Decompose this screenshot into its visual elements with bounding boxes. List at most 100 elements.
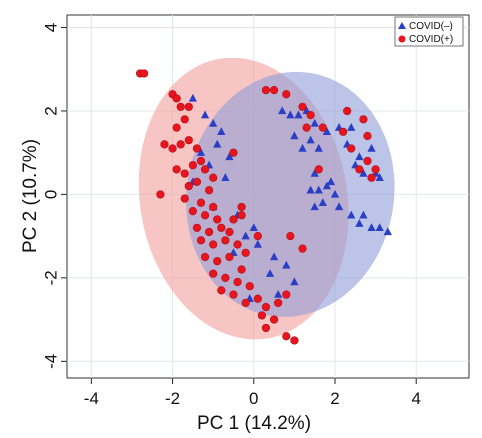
covid-positive-point	[221, 236, 230, 245]
covid-negative-point	[290, 131, 299, 140]
covid-negative-point	[286, 110, 295, 119]
covid-positive-point	[314, 165, 323, 174]
covid-positive-point	[209, 240, 218, 249]
x-axis-title: PC 1 (14.2%)	[197, 413, 311, 434]
covid-positive-point	[180, 194, 189, 203]
covid-negative-point	[375, 223, 384, 232]
covid-negative-point	[347, 123, 356, 131]
covid-positive-point	[269, 86, 279, 95]
covid-positive-point	[282, 290, 291, 299]
covid-positive-point	[225, 252, 234, 262]
x-tick-label: 2	[330, 389, 339, 408]
covid-positive-point	[196, 156, 206, 166]
covid-negative-point	[326, 177, 336, 186]
covid-positive-point	[302, 123, 311, 132]
covid-positive-point	[367, 173, 376, 182]
covid-negative-point	[375, 173, 384, 181]
covid-negative-point	[367, 143, 376, 152]
covid-positive-point	[188, 207, 197, 216]
covid-negative-point	[306, 135, 315, 144]
covid-positive-point	[257, 311, 267, 320]
covid-negative-point	[318, 198, 327, 206]
covid-positive-point	[221, 273, 230, 282]
covid-positive-point	[261, 302, 271, 312]
covid-positive-point	[343, 106, 352, 116]
covid-negative-point	[249, 223, 258, 232]
covid-positive-point	[188, 161, 197, 170]
covid-positive-point	[217, 286, 226, 295]
axis-ticks: -4 -2 0 2 4 -4 -2 0 2 4	[42, 23, 421, 408]
covid-positive-point	[192, 177, 202, 186]
covid-positive-point	[180, 115, 189, 124]
covid-negative-point	[355, 152, 364, 161]
covid-positive-point	[176, 140, 185, 149]
covid-negative-point	[359, 210, 368, 219]
covid-negative-point	[367, 223, 376, 232]
covid-positive-point	[196, 236, 206, 245]
covid-positive-point	[237, 202, 246, 212]
covid-positive-point	[205, 227, 214, 237]
y-tick-label: 2	[42, 106, 61, 115]
covid-negative-point	[310, 118, 319, 127]
covid-negative-point	[298, 143, 307, 152]
covid-positive-point	[229, 215, 238, 224]
covid-positive-point	[237, 265, 246, 274]
covid-negative-point	[310, 202, 319, 211]
covid-negative-point	[221, 173, 230, 181]
covid-negative-point	[330, 189, 340, 198]
covid-positive-point	[160, 140, 169, 149]
data-points	[135, 69, 392, 345]
covid-negative-point	[294, 110, 303, 119]
legend-triangle-icon	[398, 22, 406, 29]
covid-negative-point	[282, 260, 291, 269]
covid-positive-point	[168, 144, 177, 153]
covid-positive-point	[205, 186, 214, 195]
covid-positive-point	[184, 181, 193, 191]
covid-negative-point	[274, 289, 283, 298]
covid-negative-point	[265, 269, 275, 277]
covid-positive-point	[209, 269, 218, 278]
covid-positive-point	[359, 115, 368, 124]
covid-negative-point	[200, 110, 210, 119]
covid-positive-point	[140, 69, 149, 78]
covid-positive-point	[237, 211, 246, 220]
legend-circle-icon	[398, 35, 406, 43]
covid-positive-point	[192, 223, 202, 232]
covid-negative-point	[322, 127, 332, 136]
covid-negative-point	[188, 93, 198, 102]
covid-positive-point	[184, 102, 193, 111]
covid-negative-point	[347, 210, 356, 219]
covid-negative-point	[209, 118, 218, 127]
covid-positive-point	[196, 198, 206, 207]
covid-positive-point	[200, 165, 210, 174]
covid-positive-point	[209, 202, 218, 212]
covid-positive-point	[245, 282, 254, 291]
covid-positive-point	[229, 290, 238, 299]
covid-positive-point	[184, 136, 193, 145]
legend: COVID(–) COVID(+)	[394, 16, 464, 47]
covid-positive-point	[363, 156, 372, 166]
covid-negative-point	[290, 277, 299, 286]
covid-positive-point	[200, 252, 210, 262]
covid-positive-point	[269, 315, 279, 324]
covid-negative-point	[314, 185, 323, 194]
y-tick-label: -4	[42, 354, 61, 369]
covid-positive-point	[306, 111, 315, 120]
covid-positive-point	[233, 277, 242, 287]
covid-negative-point	[278, 106, 287, 115]
covid-positive-point	[156, 190, 165, 199]
y-axis-title: PC 2 (10.7%)	[20, 139, 41, 253]
covid-negative-point	[253, 239, 262, 248]
covid-negative-point	[383, 227, 392, 236]
covid-positive-point	[213, 257, 222, 266]
covid-negative-point	[334, 202, 344, 211]
covid-positive-point	[229, 148, 238, 157]
covid-negative-point	[269, 252, 279, 261]
covid-negative-point	[196, 148, 206, 156]
covid-positive-point	[290, 336, 299, 345]
covid-positive-point	[261, 86, 271, 95]
legend-label-positive: COVID(+)	[409, 34, 453, 45]
covid-positive-point	[253, 232, 262, 241]
covid-positive-point	[172, 123, 181, 132]
